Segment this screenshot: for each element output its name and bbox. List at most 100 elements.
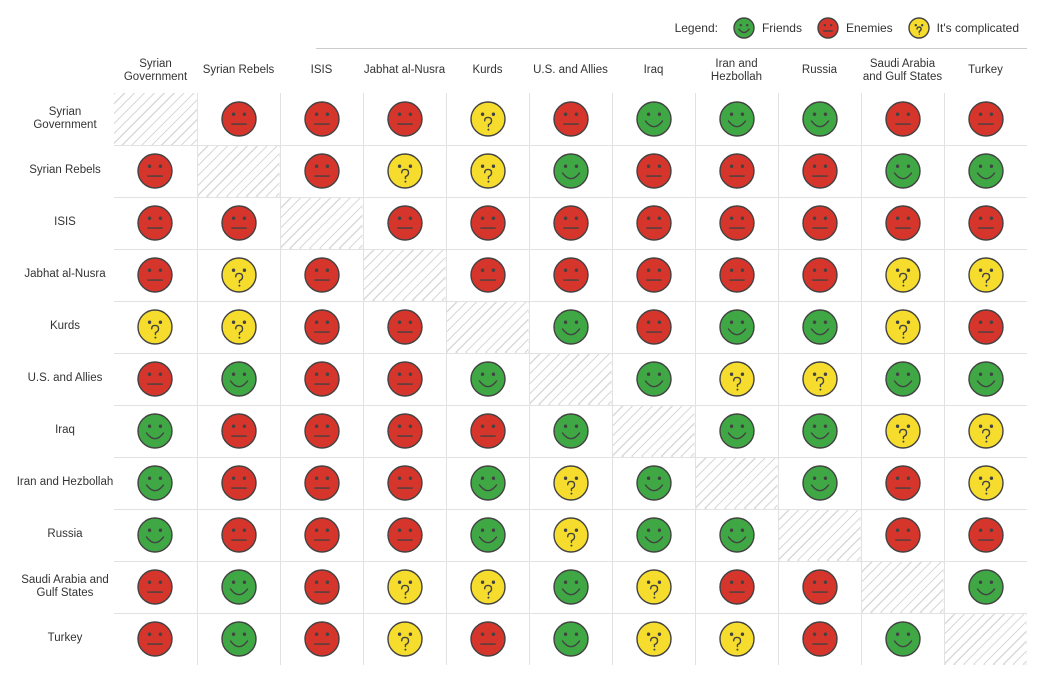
row-header: ISIS (16, 197, 114, 249)
e-face-icon (114, 152, 197, 190)
relation-cell (280, 457, 363, 509)
c-face-icon (530, 464, 612, 502)
relation-cell (114, 145, 197, 197)
f-face-icon (447, 464, 529, 502)
f-face-icon (945, 568, 1028, 606)
table-row: Saudi Arabia and Gulf States (16, 561, 1027, 613)
relation-cell (114, 457, 197, 509)
e-face-icon (779, 204, 861, 242)
e-face-icon (281, 412, 363, 450)
f-face-icon (198, 360, 280, 398)
relation-cell (612, 197, 695, 249)
e-face-icon (364, 204, 446, 242)
e-face-icon (364, 516, 446, 554)
row-header: Saudi Arabia and Gulf States (16, 561, 114, 613)
relation-cell (778, 561, 861, 613)
f-face-icon (945, 152, 1028, 190)
relation-cell (197, 353, 280, 405)
c-face-icon (114, 308, 197, 346)
f-face-icon (779, 100, 861, 138)
relation-cell (861, 197, 944, 249)
e-face-icon (198, 464, 280, 502)
relation-cell (280, 145, 363, 197)
e-face-icon (364, 412, 446, 450)
column-header: Russia (778, 49, 861, 93)
relation-cell (695, 93, 778, 145)
c-face-icon (364, 152, 446, 190)
c-face-icon (779, 360, 861, 398)
e-face-icon (696, 568, 778, 606)
e-face-icon (613, 152, 695, 190)
e-face-icon (862, 516, 944, 554)
relation-cell (944, 561, 1027, 613)
table-row: Iraq (16, 405, 1027, 457)
e-face-icon (114, 256, 197, 294)
c-face-icon (613, 620, 695, 658)
relation-cell (612, 353, 695, 405)
relation-cell (114, 353, 197, 405)
diagonal-cell (114, 93, 197, 145)
relation-cell (529, 145, 612, 197)
relation-cell (612, 93, 695, 145)
table-row: Syrian Government (16, 93, 1027, 145)
e-face-icon (696, 204, 778, 242)
legend-label: Legend: (675, 21, 718, 35)
relation-cell (695, 353, 778, 405)
relation-cell (197, 197, 280, 249)
relation-cell (446, 509, 529, 561)
f-face-icon (696, 412, 778, 450)
e-face-icon (530, 256, 612, 294)
c-face-icon (945, 256, 1028, 294)
diagonal-cell (944, 613, 1027, 665)
diagonal-cell (280, 197, 363, 249)
f-face-icon (779, 308, 861, 346)
table-row: Russia (16, 509, 1027, 561)
relation-cell (197, 93, 280, 145)
relation-cell (944, 249, 1027, 301)
relation-cell (778, 249, 861, 301)
relation-cell (695, 145, 778, 197)
e-face-icon (613, 308, 695, 346)
relation-cell (363, 93, 446, 145)
row-header: Iraq (16, 405, 114, 457)
relation-cell (944, 197, 1027, 249)
relation-cell (612, 457, 695, 509)
relation-cell (446, 457, 529, 509)
c-face-icon (613, 568, 695, 606)
e-face-icon (447, 256, 529, 294)
f-face-icon (613, 464, 695, 502)
relation-cell (695, 301, 778, 353)
e-face-icon (281, 516, 363, 554)
table-row: ISIS (16, 197, 1027, 249)
relation-cell (197, 509, 280, 561)
column-header: Kurds (446, 49, 529, 93)
e-face-icon (779, 568, 861, 606)
relation-cell (529, 301, 612, 353)
relation-cell (363, 457, 446, 509)
relation-cell (280, 561, 363, 613)
relation-cell (529, 249, 612, 301)
row-header: Kurds (16, 301, 114, 353)
relation-cell (861, 353, 944, 405)
f-face-icon (613, 360, 695, 398)
legend-item-label: It's complicated (937, 21, 1019, 35)
relation-cell (114, 301, 197, 353)
c-face-icon (198, 256, 280, 294)
e-face-icon (364, 464, 446, 502)
relation-cell (446, 613, 529, 665)
e-face-icon (945, 100, 1028, 138)
diagonal-cell (363, 249, 446, 301)
relation-cell (861, 457, 944, 509)
relation-cell (280, 301, 363, 353)
row-header: Iran and Hezbollah (16, 457, 114, 509)
diagonal-cell (695, 457, 778, 509)
legend-item-e: Enemies (816, 16, 893, 40)
relation-cell (778, 405, 861, 457)
relation-cell (114, 197, 197, 249)
relation-cell (778, 93, 861, 145)
table-row: Jabhat al-Nusra (16, 249, 1027, 301)
relation-cell (363, 613, 446, 665)
diagonal-cell (529, 353, 612, 405)
relation-cell (695, 509, 778, 561)
relation-cell (446, 249, 529, 301)
